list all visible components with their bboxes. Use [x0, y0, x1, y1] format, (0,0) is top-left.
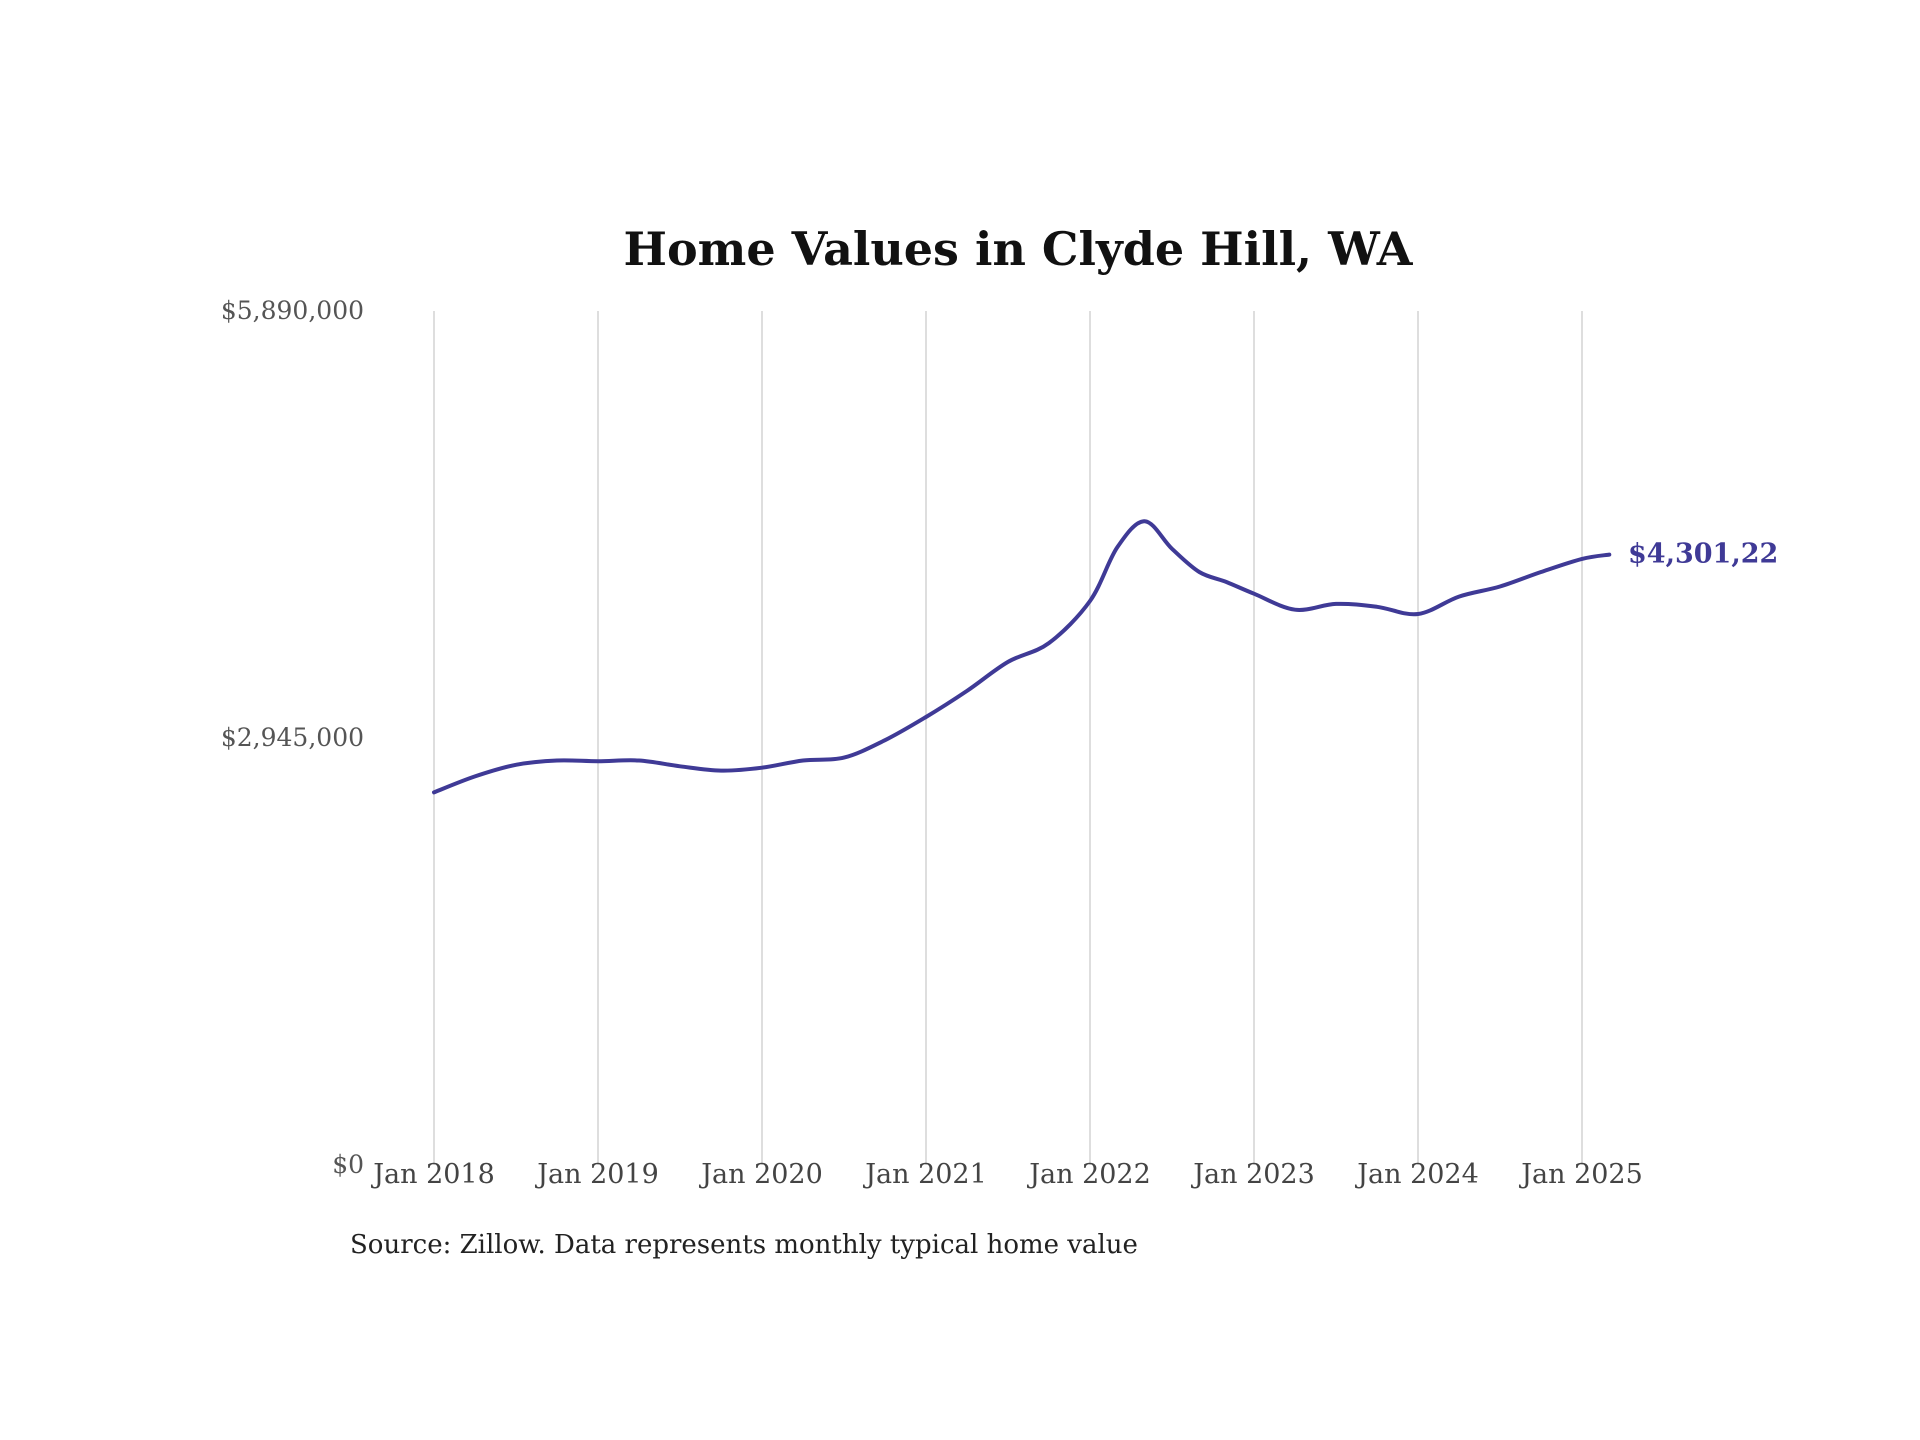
- series-layer: [432, 519, 1612, 795]
- x-tick-label: Jan 2019: [534, 1159, 659, 1190]
- y-axis: $0 $2,945,000 $5,890,000: [221, 296, 364, 1179]
- y-tick-label: $2,945,000: [221, 723, 364, 752]
- source-note: Source: Zillow. Data represents monthly …: [350, 1230, 1138, 1260]
- series-line: [432, 519, 1612, 795]
- gridlines: [433, 311, 1583, 1165]
- y-tick-label: $0: [332, 1150, 364, 1179]
- x-tick-label: Jan 2024: [1354, 1159, 1479, 1190]
- x-tick-label: Jan 2021: [862, 1159, 987, 1190]
- chart-title: Home Values in Clyde Hill, WA: [624, 222, 1414, 276]
- x-tick-label: Jan 2020: [698, 1159, 823, 1190]
- x-tick-label: Jan 2018: [370, 1159, 495, 1190]
- x-tick-label: Jan 2023: [1190, 1159, 1315, 1190]
- x-tick-label: Jan 2022: [1026, 1159, 1151, 1190]
- end-value-label: $4,301,22: [1628, 539, 1778, 570]
- y-tick-label: $5,890,000: [221, 296, 364, 325]
- x-tick-label: Jan 2025: [1518, 1159, 1643, 1190]
- x-axis: Jan 2018 Jan 2019 Jan 2020 Jan 2021 Jan 2022…: [370, 1159, 1643, 1190]
